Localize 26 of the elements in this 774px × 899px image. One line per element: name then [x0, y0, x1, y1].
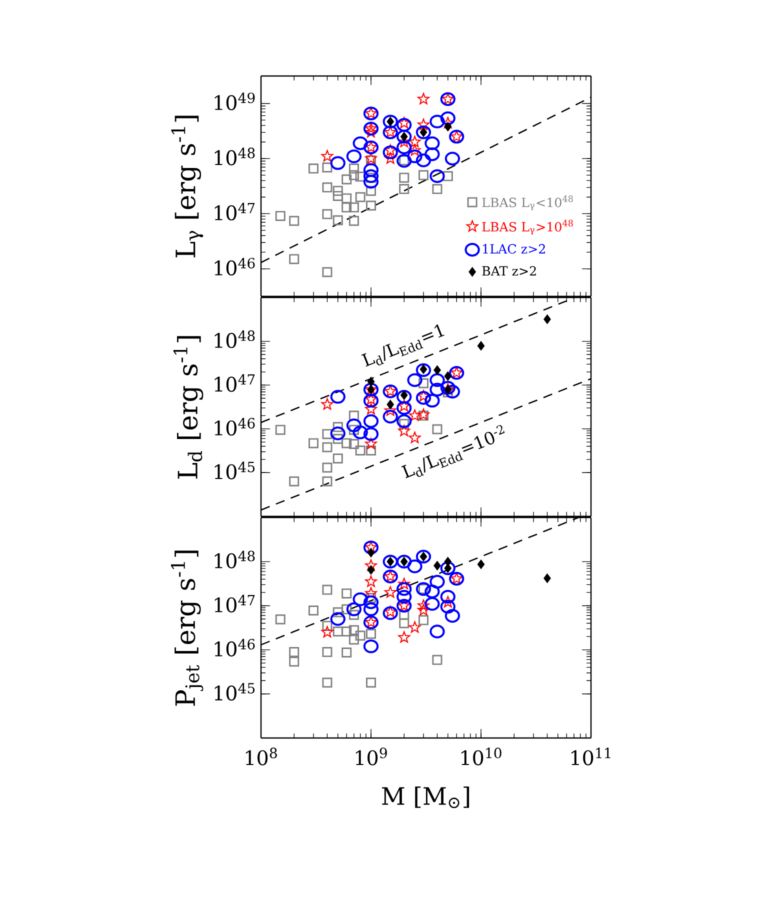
annotation: L$_{d}$/L$_{Edd}$=10$^{-2}$: [401, 425, 505, 478]
y-tick-label: 10$^{48}$: [214, 550, 255, 568]
y-tick-label: 10$^{45}$: [214, 462, 255, 480]
y-tick-label: 10$^{46}$: [214, 258, 255, 276]
y-axis-title: L$_{d}$ [erg s$^{-1}$]: [173, 336, 204, 479]
y-tick-label: 10$^{49}$: [214, 92, 255, 110]
legend-label: LBAS L$_{γ}$>10$^{48}$: [482, 220, 573, 235]
annotation: L$_{d}$/L$_{Edd}$=1: [361, 324, 444, 367]
y-tick-label: 10$^{46}$: [214, 418, 255, 436]
x-axis-title: M [M$_{⊙}$]: [382, 786, 470, 808]
y-tick-label: 10$^{45}$: [214, 682, 255, 701]
legend-label: 1LAC z>2: [483, 244, 545, 254]
x-tick-label: 10$^{10}$: [461, 748, 502, 766]
legend-label: BAT z>2: [482, 266, 536, 276]
legend-label: LBAS L$_{γ}$<10$^{48}$: [482, 195, 573, 210]
y-tick-label: 10$^{47}$: [214, 202, 255, 220]
y-tick-label: 10$^{47}$: [214, 374, 255, 392]
y-tick-label: 10$^{48}$: [214, 148, 255, 166]
y-axis-title: L$_{γ}$ [erg s$^{-1}$]: [171, 116, 204, 258]
y-tick-label: 10$^{47}$: [214, 594, 255, 612]
y-tick-label: 10$^{48}$: [214, 330, 255, 348]
y-axis-title: P$_{jet}$ [erg s$^{-1}$]: [170, 550, 204, 706]
y-tick-label: 10$^{46}$: [214, 638, 255, 657]
x-tick-label: 10$^{11}$: [571, 748, 610, 766]
x-tick-label: 10$^{8}$: [246, 748, 277, 766]
x-tick-label: 10$^{9}$: [356, 748, 387, 766]
